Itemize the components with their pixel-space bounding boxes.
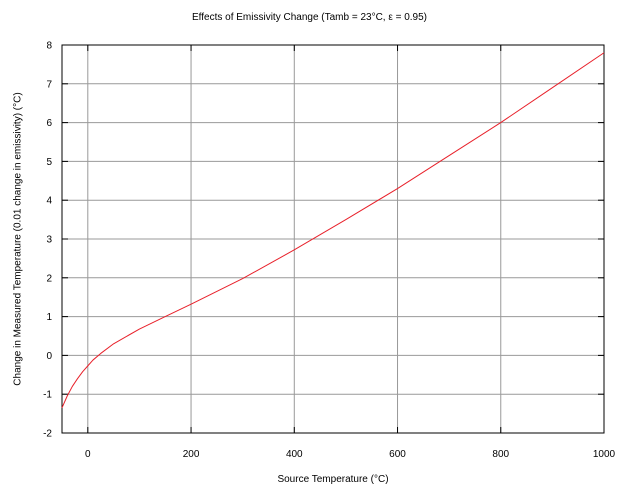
y-tick-label: 7	[46, 79, 52, 90]
y-tick-label: 2	[46, 273, 52, 284]
x-tick-label: 400	[286, 449, 303, 460]
y-tick-label: 1	[46, 312, 52, 323]
x-axis-label: Source Temperature (°C)	[277, 474, 389, 485]
x-tick-label: 200	[183, 449, 200, 460]
grid-lines	[62, 45, 604, 433]
y-tick-label: 3	[46, 235, 52, 246]
series-line	[61, 52, 605, 408]
y-tick-label: 4	[46, 196, 52, 207]
y-tick-label: 6	[46, 118, 52, 129]
chart-title: Effects of Emissivity Change (Tamb = 23°…	[191, 12, 428, 23]
series-layer	[61, 52, 605, 408]
axis-ticks: -2 -1 0 1 2 3 4 5 6 7 8 0 200 400 600 800 1000	[43, 41, 615, 461]
x-tick-label: 1000	[593, 449, 616, 460]
y-tick-label: 5	[46, 157, 52, 168]
x-tick-label: 600	[389, 449, 406, 460]
x-tick-label: 0	[85, 449, 91, 460]
y-tick-label: -1	[43, 390, 52, 401]
y-tick-label: 0	[46, 351, 52, 362]
y-tick-label: 8	[46, 41, 52, 52]
y-axis-label: Change in Measured Temperature (0.01 cha…	[12, 92, 24, 386]
x-tick-label: 800	[492, 449, 509, 460]
y-tick-label: -2	[43, 429, 52, 440]
